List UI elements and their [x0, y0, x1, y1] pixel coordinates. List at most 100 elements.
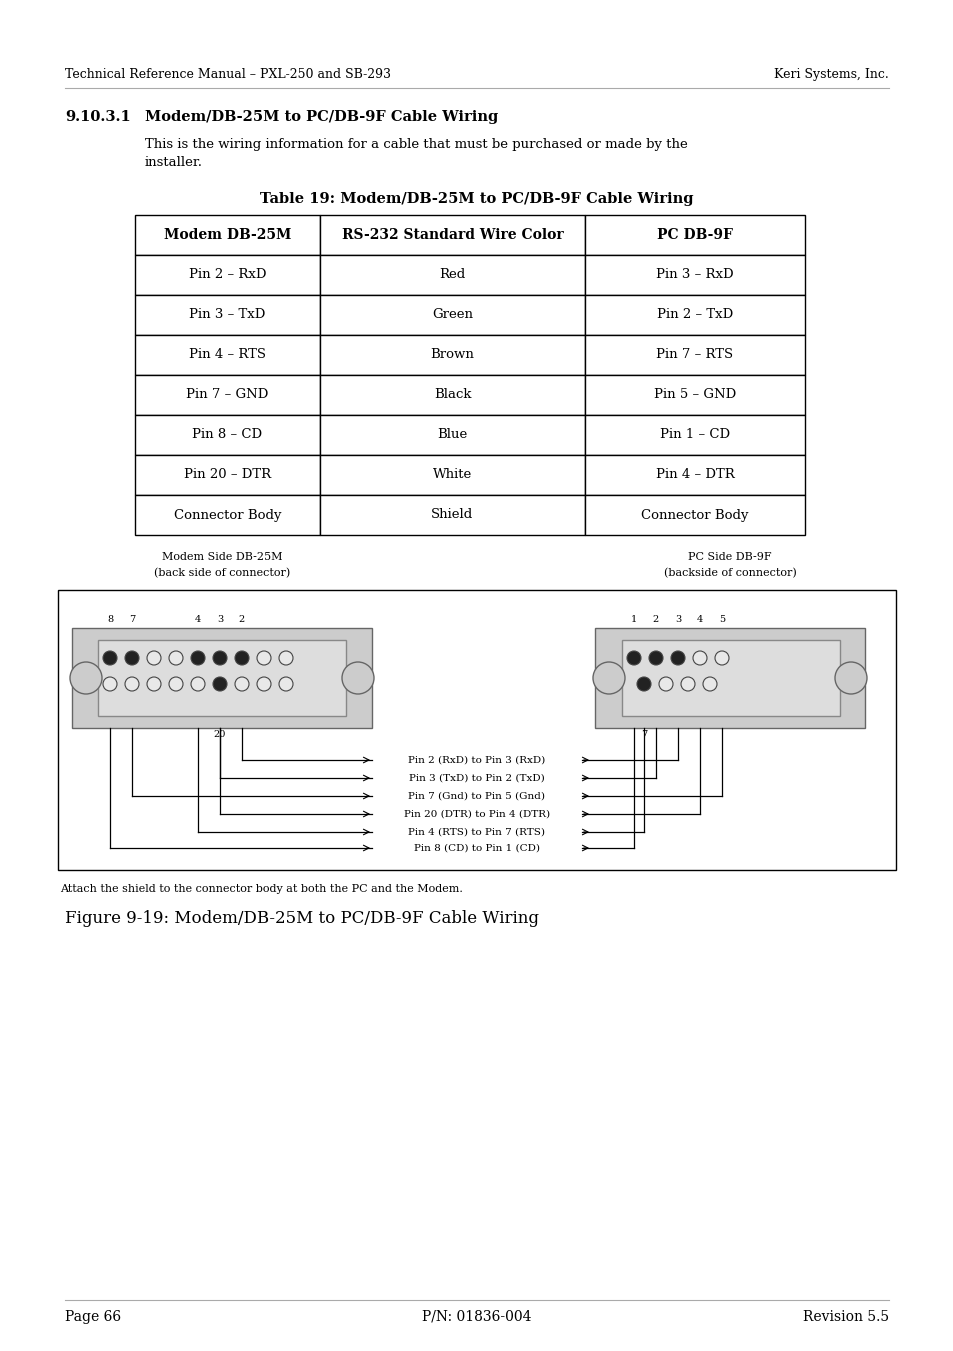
Bar	[319, 295, 584, 335]
Text: 4: 4	[696, 615, 702, 624]
Text: Brown: Brown	[430, 349, 474, 362]
Text: Pin 4 (RTS) to Pin 7 (RTS): Pin 4 (RTS) to Pin 7 (RTS)	[408, 828, 545, 836]
Text: 7: 7	[640, 730, 646, 739]
Text: Pin 7 (Gnd) to Pin 5 (Gnd): Pin 7 (Gnd) to Pin 5 (Gnd)	[408, 792, 545, 801]
Circle shape	[278, 677, 293, 690]
Text: Pin 2 (RxD) to Pin 3 (RxD): Pin 2 (RxD) to Pin 3 (RxD)	[408, 755, 545, 765]
Bar	[584, 455, 804, 494]
Text: 7: 7	[129, 615, 135, 624]
Circle shape	[103, 677, 117, 690]
Text: Pin 8 (CD) to Pin 1 (CD): Pin 8 (CD) to Pin 1 (CD)	[414, 843, 539, 852]
Text: 2: 2	[652, 615, 659, 624]
Bar	[584, 494, 804, 535]
Bar	[584, 295, 804, 335]
Text: P/N: 01836-004: P/N: 01836-004	[422, 1310, 531, 1324]
Text: installer.: installer.	[145, 155, 203, 169]
Text: Pin 3 – RxD: Pin 3 – RxD	[656, 269, 733, 281]
Text: Pin 2 – TxD: Pin 2 – TxD	[657, 308, 732, 322]
Circle shape	[256, 651, 271, 665]
Text: 3: 3	[216, 615, 223, 624]
Circle shape	[103, 651, 117, 665]
Text: Connector Body: Connector Body	[173, 508, 281, 521]
Circle shape	[213, 677, 227, 690]
Text: Technical Reference Manual – PXL-250 and SB-293: Technical Reference Manual – PXL-250 and…	[65, 68, 391, 81]
Text: 1: 1	[630, 615, 637, 624]
Text: Blue: Blue	[436, 428, 467, 442]
Text: Shield: Shield	[431, 508, 473, 521]
Circle shape	[256, 677, 271, 690]
Bar	[319, 335, 584, 376]
Text: Modem DB-25M: Modem DB-25M	[164, 228, 291, 242]
Text: 20: 20	[213, 730, 226, 739]
Bar	[135, 376, 319, 415]
Bar	[319, 215, 584, 255]
Text: (back side of connector): (back side of connector)	[153, 567, 290, 578]
Circle shape	[680, 677, 695, 690]
Text: Pin 4 – DTR: Pin 4 – DTR	[655, 469, 734, 481]
Bar	[71, 628, 372, 728]
Text: Red: Red	[439, 269, 465, 281]
Text: PC Side DB-9F: PC Side DB-9F	[687, 553, 771, 562]
Circle shape	[191, 651, 205, 665]
Text: White: White	[433, 469, 472, 481]
Bar	[135, 215, 319, 255]
Circle shape	[213, 651, 227, 665]
Bar	[319, 376, 584, 415]
Bar	[584, 415, 804, 455]
Circle shape	[147, 677, 161, 690]
Circle shape	[659, 677, 672, 690]
Text: This is the wiring information for a cable that must be purchased or made by the: This is the wiring information for a cab…	[145, 138, 687, 151]
Text: Figure 9-19: Modem/DB-25M to PC/DB-9F Cable Wiring: Figure 9-19: Modem/DB-25M to PC/DB-9F Ca…	[65, 911, 538, 927]
Text: Attach the shield to the connector body at both the PC and the Modem.: Attach the shield to the connector body …	[60, 884, 462, 894]
Circle shape	[234, 677, 249, 690]
Circle shape	[147, 651, 161, 665]
Bar	[319, 455, 584, 494]
Text: Pin 3 – TxD: Pin 3 – TxD	[189, 308, 265, 322]
Bar	[584, 335, 804, 376]
Text: Pin 3 (TxD) to Pin 2 (TxD): Pin 3 (TxD) to Pin 2 (TxD)	[409, 774, 544, 782]
Circle shape	[125, 677, 139, 690]
Bar	[319, 255, 584, 295]
Bar	[584, 255, 804, 295]
Text: 9.10.3.1: 9.10.3.1	[65, 109, 131, 124]
Bar	[595, 628, 864, 728]
Bar	[135, 415, 319, 455]
Bar	[58, 590, 895, 870]
Circle shape	[692, 651, 706, 665]
Circle shape	[714, 651, 728, 665]
Text: Table 19: Modem/DB-25M to PC/DB-9F Cable Wiring: Table 19: Modem/DB-25M to PC/DB-9F Cable…	[260, 192, 693, 205]
Text: 8: 8	[107, 615, 113, 624]
Text: RS-232 Standard Wire Color: RS-232 Standard Wire Color	[341, 228, 562, 242]
Circle shape	[125, 651, 139, 665]
Circle shape	[626, 651, 640, 665]
Text: PC DB-9F: PC DB-9F	[657, 228, 732, 242]
Text: Connector Body: Connector Body	[640, 508, 748, 521]
Text: 2: 2	[238, 615, 245, 624]
Bar	[135, 455, 319, 494]
Circle shape	[341, 662, 374, 694]
Text: Pin 8 – CD: Pin 8 – CD	[193, 428, 262, 442]
Text: Pin 7 – RTS: Pin 7 – RTS	[656, 349, 733, 362]
Bar	[98, 640, 346, 716]
Bar	[319, 494, 584, 535]
Circle shape	[278, 651, 293, 665]
Circle shape	[169, 677, 183, 690]
Text: Pin 20 – DTR: Pin 20 – DTR	[184, 469, 271, 481]
Text: 3: 3	[674, 615, 680, 624]
Bar	[135, 494, 319, 535]
Text: Pin 5 – GND: Pin 5 – GND	[653, 389, 736, 401]
Circle shape	[670, 651, 684, 665]
Bar	[621, 640, 840, 716]
Text: Pin 2 – RxD: Pin 2 – RxD	[189, 269, 266, 281]
Text: Modem/DB-25M to PC/DB-9F Cable Wiring: Modem/DB-25M to PC/DB-9F Cable Wiring	[145, 109, 497, 124]
Text: Page 66: Page 66	[65, 1310, 121, 1324]
Circle shape	[191, 677, 205, 690]
Bar	[584, 376, 804, 415]
Text: Pin 1 – CD: Pin 1 – CD	[659, 428, 729, 442]
Circle shape	[637, 677, 650, 690]
Bar	[135, 295, 319, 335]
Text: Pin 20 (DTR) to Pin 4 (DTR): Pin 20 (DTR) to Pin 4 (DTR)	[403, 809, 550, 819]
Text: Pin 4 – RTS: Pin 4 – RTS	[189, 349, 266, 362]
Circle shape	[702, 677, 717, 690]
Text: (backside of connector): (backside of connector)	[663, 567, 796, 578]
